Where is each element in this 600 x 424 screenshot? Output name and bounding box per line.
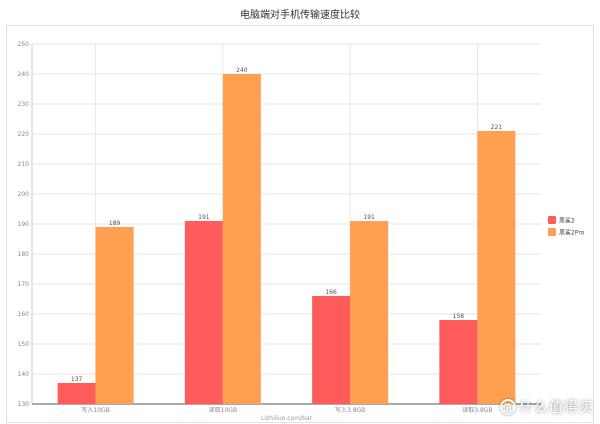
- bar-chart: 130 140 150 160 170 180 190 200 210 220 230 240 250 1…: [18, 41, 585, 422]
- data-label: 166: [325, 289, 337, 296]
- y-tick-label: 220: [18, 131, 30, 138]
- y-tick-label: 130: [18, 401, 30, 408]
- y-tick-label: 250: [18, 41, 30, 48]
- bar-series2: [477, 131, 516, 404]
- watermark-text: Lizhiliuo.com/bar: [261, 415, 313, 422]
- bar-series2: [95, 227, 134, 404]
- x-tick-label: 读取3.8GB: [462, 406, 492, 414]
- data-label: 189: [109, 220, 121, 227]
- bar-series2: [222, 74, 261, 404]
- data-label: 221: [491, 124, 503, 131]
- bar-series2: [350, 221, 389, 404]
- legend-label: 黑鲨2Pro: [559, 230, 585, 237]
- y-tick-label: 170: [18, 281, 30, 288]
- data-label: 137: [71, 376, 83, 383]
- data-label: 191: [198, 214, 210, 221]
- x-tick-label: 读取10GB: [209, 406, 237, 414]
- legend-label: 黑鲨2: [559, 218, 575, 225]
- bar-series1: [184, 221, 223, 404]
- y-tick-label: 200: [18, 191, 30, 198]
- y-tick-label: 240: [18, 71, 30, 78]
- data-label: 158: [453, 313, 465, 320]
- y-tick-label: 180: [18, 251, 30, 258]
- y-tick-label: 210: [18, 161, 30, 168]
- smzdm-badge: 值 什么值得买: [500, 397, 594, 417]
- data-label: 240: [236, 67, 248, 74]
- y-tick-label: 150: [18, 341, 30, 348]
- y-tick-label: 230: [18, 101, 30, 108]
- chart-frame: 130 140 150 160 170 180 190 200 210 220 230 240 250 1…: [6, 25, 594, 423]
- y-tick-label: 190: [18, 221, 30, 228]
- bar-series1: [57, 383, 96, 404]
- x-tick-label: 写入3.8GB: [335, 407, 365, 414]
- chart-title: 电脑端对手机传输速度比较: [240, 10, 360, 21]
- y-tick-label: 160: [18, 311, 30, 318]
- bar-series1: [439, 320, 478, 404]
- y-tick-label: 140: [18, 371, 30, 378]
- x-tick-label: 写入10GB: [81, 407, 109, 414]
- smzdm-logo-icon: 值: [500, 399, 516, 415]
- data-label: 191: [363, 214, 375, 221]
- smzdm-badge-text: 什么值得买: [519, 400, 594, 416]
- bar-series1: [312, 296, 351, 404]
- legend-swatch: [548, 228, 556, 236]
- legend-swatch: [548, 216, 556, 224]
